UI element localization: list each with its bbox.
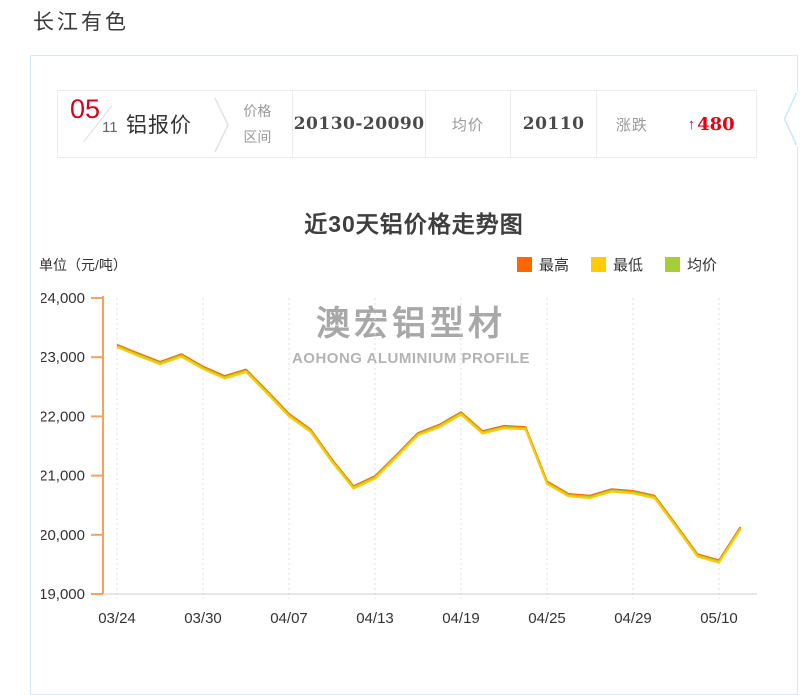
unit-label: 单位（元/吨） (39, 257, 127, 273)
legend-item-max[interactable]: 最高 (517, 254, 569, 275)
max-swatch-icon (517, 257, 532, 272)
change-value: ↑ 480 (666, 91, 756, 157)
legend-item-min[interactable]: 最低 (591, 254, 643, 275)
watermark-cn: 澳宏铝型材 (316, 305, 506, 343)
avg-price-value: 20110 (509, 91, 597, 157)
legend-item-avg[interactable]: 均价 (665, 254, 717, 275)
svg-text:03/30: 03/30 (184, 610, 222, 627)
change-label: 涨跌 (596, 91, 666, 157)
svg-text:21,000: 21,000 (41, 468, 85, 485)
quote-panel: 05 11 铝报价 价格 区间 20130-20090 均价 20110 涨跌 … (30, 55, 798, 695)
min-swatch-icon (591, 257, 607, 272)
svg-text:23,000: 23,000 (41, 349, 85, 366)
price-range-label: 价格 区间 (223, 91, 293, 157)
up-arrow-icon: ↑ (687, 115, 696, 133)
svg-text:04/19: 04/19 (442, 610, 480, 627)
price-range-label-line1: 价格 (243, 103, 272, 119)
price-trend-chart: 03/24 03/30 04/07 04/13 04/19 04/25 04/29 05/10… (41, 290, 757, 627)
price-range-label-line2: 区间 (243, 129, 272, 145)
svg-text:04/07: 04/07 (270, 610, 308, 627)
avg-price-label: 均价 (424, 91, 510, 157)
quote-date-product: 05 11 铝报价 (58, 91, 229, 157)
page-title: 长江有色 (33, 11, 129, 34)
chart-legend: 最高 最低 均价 (517, 254, 739, 275)
product-name: 铝报价 (126, 114, 192, 137)
price-range-value: 20130-20090 (292, 91, 425, 157)
svg-text:24,000: 24,000 (41, 290, 85, 307)
svg-text:19,000: 19,000 (41, 586, 85, 603)
watermark: 澳宏铝型材 AOHONG ALUMINIUM PROFILE (191, 296, 631, 367)
svg-text:22,000: 22,000 (41, 408, 85, 425)
panel-arrow-notch-icon (783, 92, 798, 146)
quote-bar: 05 11 铝报价 价格 区间 20130-20090 均价 20110 涨跌 … (57, 90, 757, 158)
svg-text:05/10: 05/10 (700, 610, 738, 627)
svg-text:20,000: 20,000 (41, 527, 85, 544)
svg-text:03/24: 03/24 (98, 610, 136, 627)
watermark-en: AOHONG ALUMINIUM PROFILE (291, 350, 531, 367)
svg-text:04/25: 04/25 (528, 610, 566, 627)
change-amount: 480 (697, 113, 735, 135)
avg-swatch-icon (665, 257, 681, 272)
chart-title: 近30天铝价格走势图 (304, 211, 524, 237)
svg-text:04/13: 04/13 (356, 610, 394, 627)
quote-day: 11 (102, 119, 118, 136)
quote-month: 05 (70, 94, 101, 124)
chevron-right-icon (214, 97, 229, 153)
svg-text:04/29: 04/29 (614, 610, 652, 627)
